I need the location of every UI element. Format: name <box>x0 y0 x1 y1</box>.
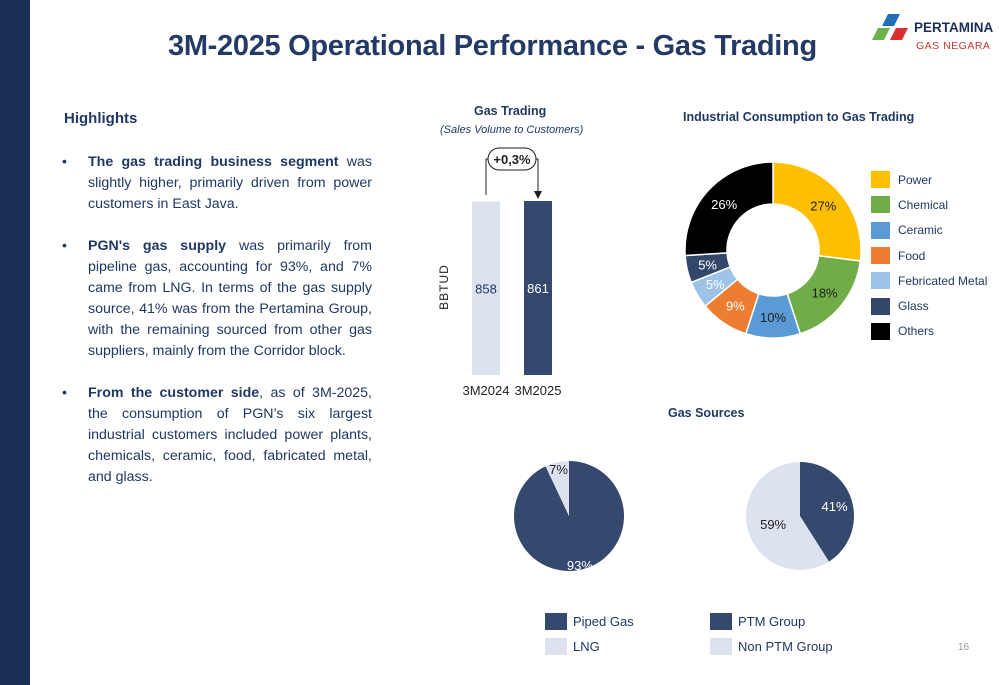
legend-item: Others <box>871 319 987 344</box>
highlight-bold: The gas trading business segment <box>88 154 339 170</box>
legend-label: Others <box>898 324 935 339</box>
legend-swatch <box>545 613 567 630</box>
legend-swatch <box>871 196 890 214</box>
legend-swatch <box>871 171 890 189</box>
slice-value-label: 27% <box>810 199 836 214</box>
legend-item: LNG <box>545 634 634 659</box>
legend-swatch <box>545 638 567 655</box>
slice-value-label: 26% <box>711 197 737 212</box>
legend-swatch <box>871 297 890 315</box>
legend-item: Power <box>871 167 987 192</box>
legend-label: PTM Group <box>738 614 806 629</box>
growth-label: +0,3% <box>493 152 531 167</box>
highlights-heading: Highlights <box>64 110 138 127</box>
legend-swatch <box>871 322 890 340</box>
legend-label: Non PTM Group <box>738 639 833 654</box>
x-tick-label: 3M2025 <box>515 383 562 398</box>
slice-value-label: 9% <box>726 298 745 313</box>
legend-label: Food <box>898 248 926 263</box>
legend-item: Non PTM Group <box>710 634 833 659</box>
gas-supply-pie-chart: 93% 7% <box>514 461 624 573</box>
industrial-legend: Power Chemical Ceramic Food Febricated Metal… <box>871 167 987 344</box>
gas-supply-legend: Piped Gas LNG <box>545 609 634 659</box>
legend-swatch <box>710 638 732 655</box>
gas-trading-subtitle: (Sales Volume to Customers) <box>440 124 584 136</box>
slice-value-label: 41% <box>822 499 848 514</box>
industrial-donut-chart: 27%18%10%9%5%5%26% <box>684 161 862 339</box>
slice-lng <box>545 461 569 516</box>
bar-3M2025 <box>524 201 552 375</box>
gas-trading-title: Gas Trading <box>474 104 547 118</box>
supply-source-legend: PTM Group Non PTM Group <box>710 609 833 659</box>
highlight-bold: From the customer side <box>88 385 260 401</box>
slice-value-label: 10% <box>760 310 786 325</box>
highlight-bold: PGN's gas supply <box>88 238 227 254</box>
legend-label: Power <box>898 172 933 187</box>
highlight-text: was primarily from pipeline gas, account… <box>88 238 373 359</box>
industrial-title: Industrial Consumption to Gas Trading <box>683 110 915 124</box>
legend-label: Glass <box>898 299 929 314</box>
slice-value-label: 7% <box>549 462 568 477</box>
bar-value-label: 858 <box>475 281 497 296</box>
highlight-item: From the customer side, as of 3M-2025, t… <box>62 383 372 488</box>
gas-sources-title: Gas Sources <box>668 406 745 420</box>
legend-item: PTM Group <box>710 609 833 634</box>
left-accent-bar <box>0 0 30 685</box>
page-title: 3M-2025 Operational Performance - Gas Tr… <box>168 30 817 62</box>
gas-trading-bar-chart: 858 3M2024 861 3M2025 BBTUD +0,3% <box>437 147 562 398</box>
slice-value-label: 93% <box>567 558 593 573</box>
bar-3M2024 <box>472 201 500 375</box>
slice-value-label: 59% <box>760 517 786 532</box>
legend-item: Food <box>871 243 987 268</box>
slice-value-label: 5% <box>706 277 725 292</box>
page-number: 16 <box>958 642 970 653</box>
legend-label: LNG <box>573 639 600 654</box>
legend-item: Piped Gas <box>545 609 634 634</box>
highlight-text: was slightly higher, primarily driven fr… <box>88 154 372 212</box>
logo-name: PERTAMINA <box>914 20 994 35</box>
supply-source-pie-chart: 41% 59% <box>746 462 854 570</box>
legend-item: Chemical <box>871 192 987 217</box>
slice-ptm-group <box>800 462 854 562</box>
legend-swatch <box>871 272 890 290</box>
highlights-list: The gas trading business segment was sli… <box>62 152 372 509</box>
growth-badge <box>487 147 537 171</box>
legend-item: Febricated Metal <box>871 268 987 293</box>
legend-label: Piped Gas <box>573 614 634 629</box>
legend-swatch <box>871 247 890 265</box>
slice-others <box>684 161 774 257</box>
slice-non-ptm-group <box>746 462 829 570</box>
highlight-item: The gas trading business segment was sli… <box>62 152 372 215</box>
legend-label: Febricated Metal <box>898 273 988 288</box>
highlight-text: , as of 3M-2025, the consumption of PGN’… <box>88 385 372 485</box>
x-tick-label: 3M2024 <box>463 383 510 398</box>
slice-value-label: 5% <box>698 258 717 273</box>
slice-value-label: 18% <box>812 286 838 301</box>
legend-label: Ceramic <box>898 223 943 238</box>
arrow-down-icon <box>534 191 542 199</box>
legend-swatch <box>710 613 732 630</box>
y-axis-label: BBTUD <box>437 264 451 310</box>
logo-subname: GAS NEGARA <box>916 40 991 52</box>
company-logo: PERTAMINA GAS NEGARA <box>872 12 994 62</box>
legend-item: Glass <box>871 293 987 318</box>
highlight-item: PGN's gas supply was primarily from pipe… <box>62 236 372 362</box>
logo-mark-icon <box>872 14 908 40</box>
legend-label: Chemical <box>898 197 949 212</box>
slice-power <box>772 161 862 262</box>
legend-swatch <box>871 221 890 239</box>
legend-item: Ceramic <box>871 218 987 243</box>
bar-value-label: 861 <box>527 281 549 296</box>
